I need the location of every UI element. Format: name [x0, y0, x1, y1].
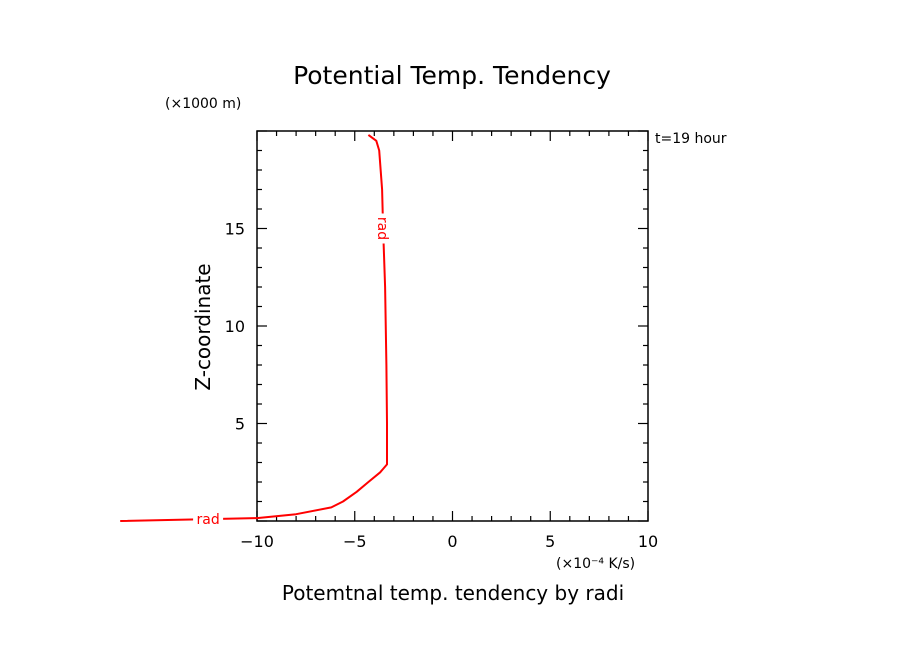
line-label-text: rad	[374, 217, 390, 240]
x-tick-label: −10	[240, 532, 274, 551]
plot-frame	[256, 130, 649, 522]
y-axis-label: Z-coordinate	[191, 263, 215, 390]
x-axis-ticks: −10 −5 0 5 10	[240, 131, 658, 551]
y-tick-label: 10	[225, 317, 245, 336]
line-label: rad	[374, 213, 391, 244]
x-tick-label: 5	[545, 532, 555, 551]
line-labels: rad rad	[193, 213, 391, 528]
line-label-text: rad	[196, 512, 219, 528]
series-line-rad	[120, 134, 388, 522]
series-layer	[120, 134, 388, 522]
y-tick-label: 5	[235, 415, 245, 434]
plot-border	[256, 130, 649, 522]
x-tick-label: 10	[638, 532, 658, 551]
y-tick-label: 15	[225, 220, 245, 239]
x-axis-label: Potemtnal temp. tendency by radi	[282, 581, 624, 605]
x-tick-label: 0	[447, 532, 457, 551]
y-unit-label: (×1000 m)	[165, 96, 241, 112]
x-tick-label: −5	[343, 532, 367, 551]
time-label: t=19 hour	[655, 131, 727, 147]
line-label-bg	[193, 512, 224, 526]
line-label: rad	[193, 512, 224, 528]
x-unit-label: (×10⁻⁴ K/s)	[556, 556, 635, 572]
line-label-bg	[376, 213, 391, 244]
y-axis-ticks: 5 10 15	[225, 130, 648, 522]
chart-title: Potential Temp. Tendency	[293, 61, 611, 90]
